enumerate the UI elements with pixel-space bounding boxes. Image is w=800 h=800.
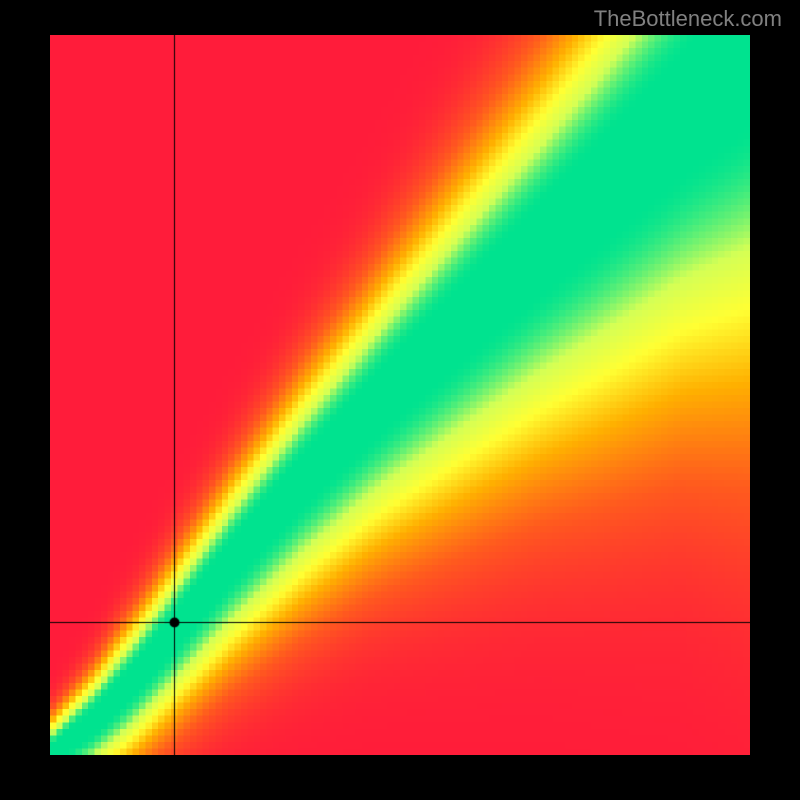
- crosshair-overlay: [50, 35, 750, 755]
- chart-container: TheBottleneck.com: [0, 0, 800, 800]
- source-watermark: TheBottleneck.com: [594, 6, 782, 32]
